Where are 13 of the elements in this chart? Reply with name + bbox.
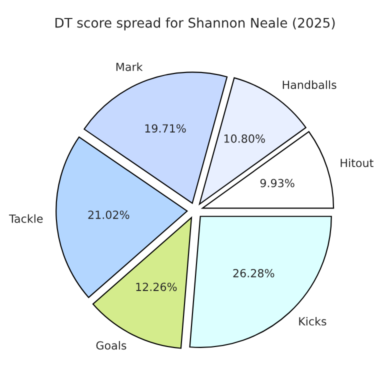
data-label: 26.28%: [233, 268, 274, 278]
slice-label: Kicks: [299, 316, 326, 326]
chart-title: DT score spread for Shannon Neale (2025): [55, 18, 335, 30]
slice-label: Handballs: [282, 80, 336, 90]
slice-label: Goals: [96, 341, 126, 350]
data-label: 21.02%: [88, 210, 130, 219]
slice-label: Mark: [116, 62, 143, 72]
data-label: 10.80%: [224, 134, 265, 143]
slice-label: Hitout: [340, 158, 374, 168]
data-label: 9.93%: [260, 178, 294, 188]
data-label: 12.26%: [136, 282, 177, 292]
slice-label: Tackle: [9, 214, 43, 223]
data-label: 19.71%: [145, 124, 186, 133]
